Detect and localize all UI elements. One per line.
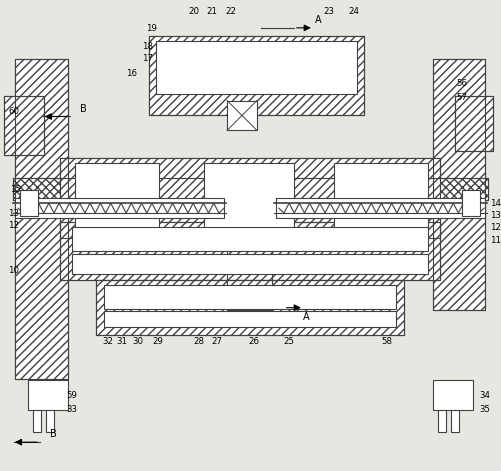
Text: 34: 34: [478, 391, 489, 400]
Bar: [226, 100, 257, 130]
Text: 25: 25: [283, 337, 294, 346]
Text: 33: 33: [66, 405, 77, 414]
Bar: [95, 280, 403, 334]
Text: 15: 15: [10, 185, 21, 194]
Bar: [103, 311, 396, 326]
Text: 14: 14: [489, 199, 500, 208]
Bar: [20, 190, 38, 216]
Bar: [454, 96, 492, 151]
Bar: [95, 280, 403, 334]
Bar: [72, 227, 427, 251]
Text: 20: 20: [188, 8, 199, 16]
Bar: [60, 158, 439, 238]
Text: 60: 60: [8, 107, 19, 116]
Text: 12: 12: [489, 222, 500, 232]
Text: 59: 59: [66, 391, 77, 400]
Bar: [432, 59, 484, 310]
Bar: [13, 178, 487, 200]
Text: 19: 19: [146, 24, 156, 33]
Text: 13: 13: [489, 211, 500, 219]
Text: 29: 29: [152, 337, 162, 346]
Bar: [15, 198, 223, 218]
Text: 17: 17: [142, 54, 153, 63]
Text: 21: 21: [206, 8, 217, 16]
Text: 28: 28: [193, 337, 204, 346]
Bar: [60, 158, 439, 238]
Bar: [437, 410, 445, 432]
Text: B: B: [50, 429, 57, 439]
Text: 16: 16: [126, 69, 137, 78]
Bar: [75, 163, 159, 231]
Text: 12: 12: [8, 220, 19, 229]
Text: A: A: [302, 312, 309, 322]
Bar: [60, 222, 439, 280]
Bar: [33, 410, 41, 432]
Bar: [276, 198, 484, 218]
Bar: [432, 59, 484, 310]
Text: 10: 10: [8, 267, 19, 276]
Text: A: A: [315, 15, 321, 25]
Text: 26: 26: [248, 337, 259, 346]
Bar: [226, 190, 272, 310]
Text: 18: 18: [142, 42, 153, 51]
Bar: [28, 381, 68, 410]
Text: 56: 56: [456, 79, 466, 88]
Text: 58: 58: [380, 337, 391, 346]
Text: 32: 32: [102, 337, 113, 346]
Bar: [226, 190, 272, 310]
Text: 11: 11: [489, 236, 500, 245]
Bar: [149, 36, 363, 115]
Text: 22: 22: [225, 8, 236, 16]
Bar: [13, 178, 487, 200]
Bar: [46, 410, 54, 432]
Bar: [461, 190, 479, 216]
Text: 31: 31: [116, 337, 127, 346]
Text: 24: 24: [347, 8, 358, 16]
Bar: [60, 222, 439, 280]
Bar: [15, 59, 68, 380]
Text: 57: 57: [456, 93, 466, 102]
Bar: [204, 163, 293, 231]
Bar: [333, 163, 427, 231]
Bar: [156, 41, 356, 94]
Bar: [432, 381, 472, 410]
Bar: [4, 96, 44, 155]
Text: 13: 13: [8, 209, 19, 218]
Text: B: B: [80, 104, 87, 114]
Text: 35: 35: [478, 405, 489, 414]
Bar: [15, 59, 68, 380]
Bar: [72, 254, 427, 274]
Text: 27: 27: [211, 337, 222, 346]
Text: 30: 30: [132, 337, 143, 346]
Text: 23: 23: [323, 8, 334, 16]
Bar: [149, 36, 363, 115]
Bar: [103, 285, 396, 309]
Bar: [454, 96, 492, 151]
Bar: [4, 96, 44, 155]
Bar: [450, 410, 458, 432]
